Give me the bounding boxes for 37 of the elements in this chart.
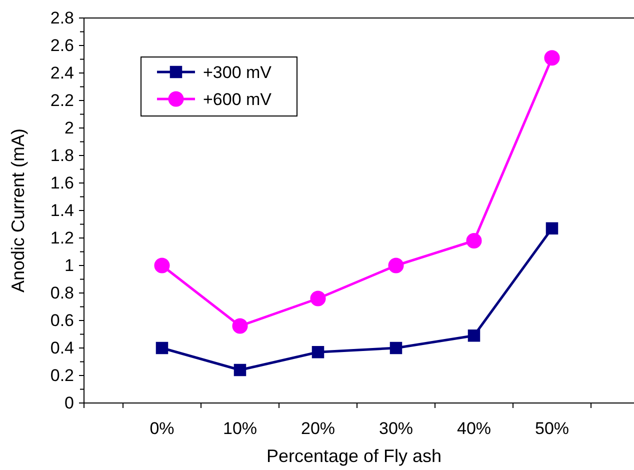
y-tick-label: 1.2 bbox=[50, 228, 74, 248]
point bbox=[466, 232, 482, 249]
y-tick-label: 0.6 bbox=[50, 310, 74, 330]
point bbox=[154, 258, 170, 274]
point bbox=[156, 342, 168, 354]
x-tick-label: 0% bbox=[150, 419, 174, 438]
legend-label: +600 mV bbox=[203, 90, 272, 109]
point bbox=[546, 222, 558, 234]
y-tick-label: 1 bbox=[64, 256, 74, 275]
x-tick-label: 50% bbox=[534, 419, 570, 438]
point bbox=[310, 290, 326, 306]
point bbox=[544, 50, 560, 66]
x-tick-label: 30% bbox=[378, 419, 414, 438]
point bbox=[312, 346, 324, 358]
point bbox=[232, 318, 248, 334]
y-tick-label: 2.8 bbox=[50, 8, 74, 28]
y-tick-label: 1.8 bbox=[50, 146, 74, 165]
y-axis-title: Anodic Current (mA) bbox=[8, 128, 28, 293]
point bbox=[388, 258, 404, 274]
legend-label: +300 mV bbox=[203, 63, 272, 82]
y-tick-label: 0.8 bbox=[50, 283, 74, 302]
x-tick-label: 20% bbox=[300, 419, 336, 438]
x-tick-label: 40% bbox=[456, 419, 492, 438]
y-tick-label: 2.6 bbox=[50, 36, 74, 55]
point bbox=[468, 330, 480, 342]
y-tick-label: 1.4 bbox=[50, 200, 74, 220]
y-tick-label: 0 bbox=[64, 393, 74, 412]
y-tick-label: 2 bbox=[64, 118, 74, 138]
y-tick-label: 2.4 bbox=[50, 63, 74, 82]
x-tick-label: 10% bbox=[222, 419, 258, 438]
x-axis-title: Percentage of Fly ash bbox=[266, 446, 442, 466]
y-tick-label: 0.4 bbox=[50, 338, 74, 358]
y-tick-label: 2.2 bbox=[50, 90, 74, 110]
y-tick-label: 1.6 bbox=[50, 173, 74, 192]
y-tick-label: 0.2 bbox=[50, 366, 74, 385]
point bbox=[390, 342, 402, 354]
point bbox=[234, 364, 246, 376]
